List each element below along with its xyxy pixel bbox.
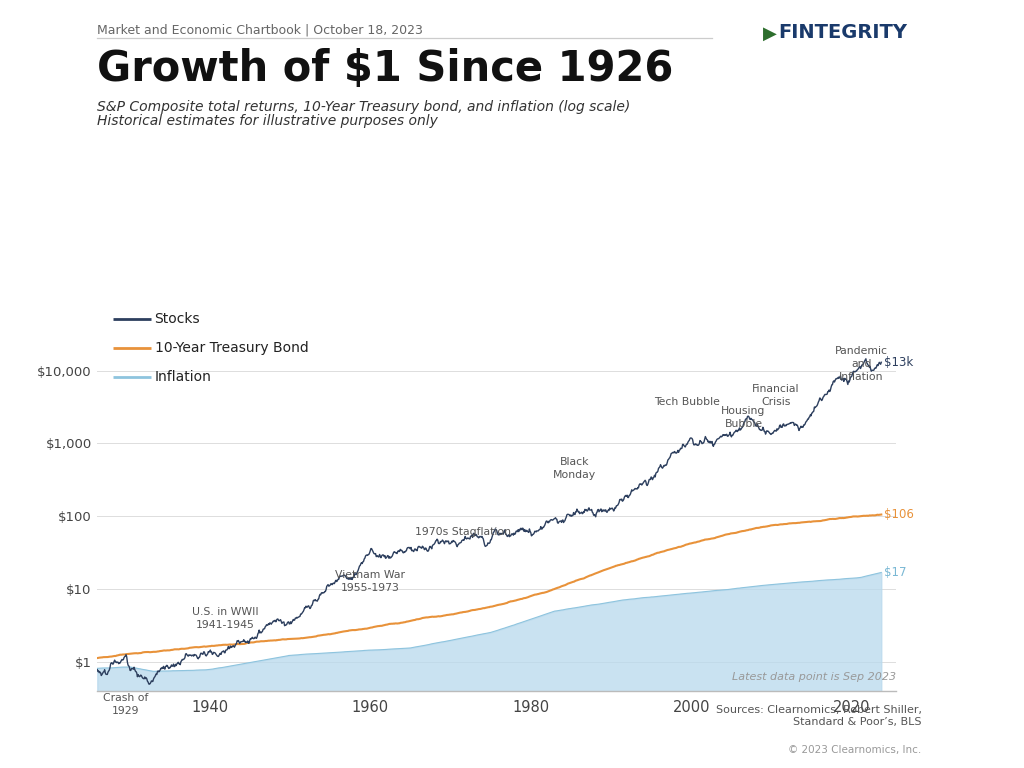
Text: Financial
Crisis: Financial Crisis [752,384,800,406]
Text: $13k: $13k [884,356,913,369]
Text: 1970s Stagflation: 1970s Stagflation [415,527,511,537]
Text: Growth of $1 Since 1926: Growth of $1 Since 1926 [97,48,674,90]
Text: $106: $106 [884,508,913,521]
Text: Stocks: Stocks [155,312,201,326]
Text: FINTEGRITY: FINTEGRITY [778,23,907,42]
Text: Sources: Clearnomics, Robert Shiller,
Standard & Poor’s, BLS: Sources: Clearnomics, Robert Shiller, St… [716,705,922,727]
Text: Crash of
1929: Crash of 1929 [102,693,148,716]
Text: Inflation: Inflation [155,370,212,384]
Text: ▶: ▶ [763,25,777,42]
Text: $17: $17 [884,566,906,579]
Text: Vietnam War
1955-1973: Vietnam War 1955-1973 [335,570,406,593]
Text: S&P Composite total returns, 10-Year Treasury bond, and inflation (log scale): S&P Composite total returns, 10-Year Tre… [97,100,631,114]
Text: Tech Bubble: Tech Bubble [654,396,720,406]
Text: Housing
Bubble: Housing Bubble [721,406,766,429]
Text: Historical estimates for illustrative purposes only: Historical estimates for illustrative pu… [97,114,438,127]
Text: Black
Monday: Black Monday [553,457,596,479]
Text: © 2023 Clearnomics, Inc.: © 2023 Clearnomics, Inc. [788,745,922,755]
Text: 10-Year Treasury Bond: 10-Year Treasury Bond [155,341,308,355]
Text: Market and Economic Chartbook | October 18, 2023: Market and Economic Chartbook | October … [97,23,423,36]
Text: U.S. in WWII
1941-1945: U.S. in WWII 1941-1945 [193,607,259,630]
Text: Pandemic
and
Inflation: Pandemic and Inflation [835,346,888,382]
Text: Latest data point is Sep 2023: Latest data point is Sep 2023 [732,672,896,682]
